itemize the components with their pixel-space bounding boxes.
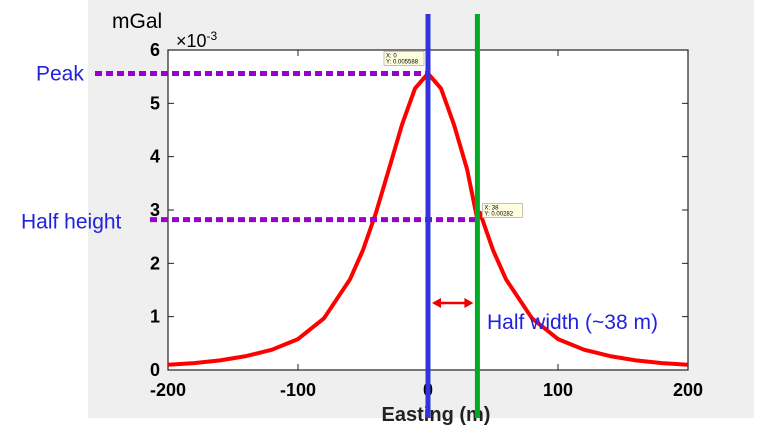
y-unit-label: mGal — [112, 10, 162, 33]
y-tick-label: 1 — [150, 307, 160, 327]
half-height-label: Half height — [21, 211, 122, 234]
y-exponent-label: ×10-3 — [176, 29, 218, 51]
x-tick-label: 100 — [543, 380, 573, 400]
x-axis-label: Easting (m) — [382, 404, 491, 426]
y-tick-label: 0 — [150, 360, 160, 380]
y-tick-label: 2 — [150, 253, 160, 273]
arrow-head-right — [464, 298, 474, 308]
y-tick-label: 4 — [150, 147, 160, 167]
y-tick-label: 6 — [150, 40, 160, 60]
datatips: X: 0Y: 0.005588 X: 38Y: 0.00282 — [383, 51, 523, 218]
arrow-head-left — [432, 298, 441, 308]
y-tick-label: 5 — [150, 93, 160, 113]
y-exponent-base: ×10 — [176, 31, 207, 51]
peak-label: Peak — [36, 62, 84, 85]
x-tick-label: -100 — [280, 380, 316, 400]
x-tick-label: -200 — [150, 380, 186, 400]
y-exponent-power: -3 — [207, 29, 218, 43]
datatip-y: Y: 0.005588 — [386, 59, 419, 65]
x-tick-label: 200 — [673, 380, 703, 400]
y-tick-label: 3 — [150, 200, 160, 220]
datatip-x: X: 38 — [484, 206, 499, 212]
datatip-x: X: 0 — [386, 53, 397, 59]
gravity-anomaly-curve — [167, 71, 689, 367]
half-width-arrow — [432, 298, 474, 308]
y-axis-ticks: 0 1 2 3 4 5 6 — [150, 40, 688, 380]
datatip-y: Y: 0.00282 — [484, 212, 513, 218]
half-width-label: Half width (~38 m) — [487, 311, 658, 334]
datatip-box — [383, 51, 425, 66]
datatip-box — [482, 203, 523, 218]
